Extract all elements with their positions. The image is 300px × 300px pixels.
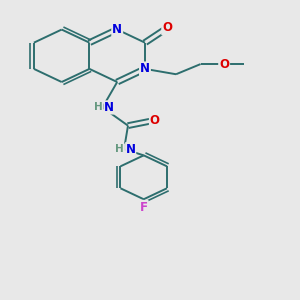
Text: N: N [126,143,136,156]
Text: N: N [112,23,122,36]
Text: N: N [104,101,114,114]
Text: H: H [94,102,103,112]
Text: F: F [140,201,148,214]
Text: H: H [115,144,124,154]
Text: N: N [140,62,150,75]
Text: O: O [219,58,229,70]
Text: O: O [162,21,172,34]
Text: O: O [150,114,160,127]
